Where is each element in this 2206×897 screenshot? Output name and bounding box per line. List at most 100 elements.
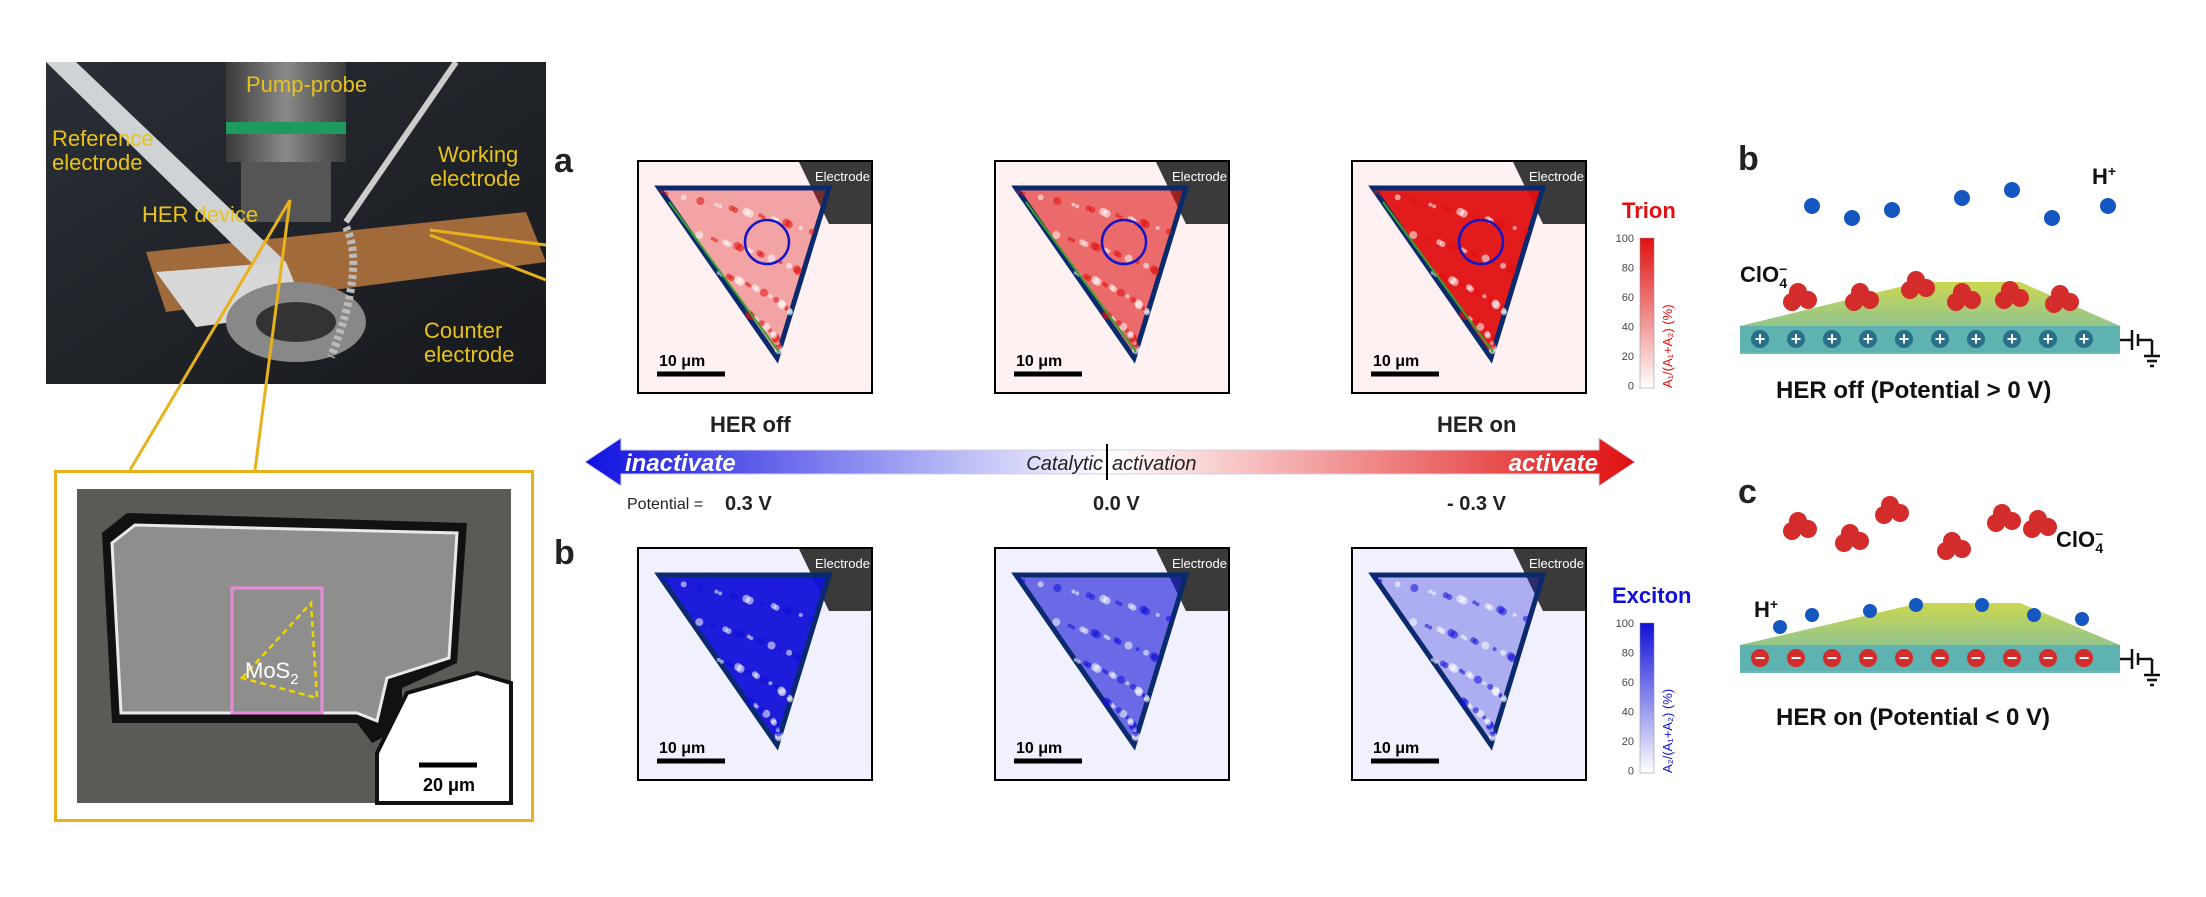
potential-2: - 0.3 V — [1447, 493, 1507, 515]
perchlorate-clusters — [1783, 271, 2079, 313]
colorbar-tick: 20 — [1622, 351, 1634, 363]
clo4-b: ClO — [1740, 262, 1779, 287]
charge-marker — [1823, 330, 1841, 348]
charge-marker — [1931, 330, 1949, 348]
electrode-label: Electrode — [1172, 169, 1227, 184]
svg-text:−: − — [1899, 648, 1910, 668]
charge-marker — [1895, 649, 1913, 667]
charge-marker — [2003, 330, 2021, 348]
svg-text:ClO−4: ClO− 4 — [1740, 261, 1787, 291]
charge-marker — [1859, 649, 1877, 667]
setup-photo: Pump-probe Reference electrode Working e… — [46, 62, 546, 384]
svg-text:MoS2: MoS2 — [245, 658, 299, 688]
activation-label: activation — [1112, 453, 1197, 475]
schematic-c-caption: HER on (Potential < 0 V) — [1776, 704, 2050, 731]
svg-text:−: − — [1863, 648, 1874, 668]
charge-marker — [1967, 330, 1985, 348]
colorbar-tick: 60 — [1622, 292, 1634, 304]
charge-marker — [2039, 330, 2057, 348]
proton-dots — [1804, 182, 2116, 226]
charge-marker — [1931, 649, 1949, 667]
colorbar-tick: 20 — [1622, 736, 1634, 748]
panel_a-map-0: Electrode 10 μm — [637, 160, 873, 394]
charge-marker — [1751, 649, 1769, 667]
potential-0: 0.3 V — [725, 493, 772, 515]
her-device-label: HER device — [142, 202, 258, 227]
map-scale-label: 10 μm — [659, 740, 705, 757]
electrode-label: Electrode — [1529, 169, 1584, 184]
svg-text:−: − — [1935, 648, 1946, 668]
charge-marker — [2039, 649, 2057, 667]
panel_b-map-0: Electrode 10 μm — [637, 547, 873, 781]
colorbar-tick: 40 — [1622, 322, 1634, 334]
charge-marker — [1787, 330, 1805, 348]
working-label-1: Working — [438, 142, 518, 167]
electrode-label: Electrode — [815, 556, 870, 571]
charge-marker — [1967, 649, 1985, 667]
catalytic-label: Catalytic — [1026, 453, 1103, 475]
panel_a-map-2: Electrode 10 μm — [1351, 160, 1587, 394]
svg-text:+: + — [2079, 329, 2090, 349]
trion-maps-row: Electrode 10 μm Electrode 10 μm Electrode 10 … — [637, 160, 1737, 394]
charge-marker — [2003, 649, 2021, 667]
pump-probe-label: Pump-probe — [246, 72, 367, 97]
map-scale-label: 10 μm — [1373, 740, 1419, 757]
svg-text:−: − — [2007, 648, 2018, 668]
schematic-her-on: c ClO− 4 H+ − − − − − − − − − − HER on (Potential … — [1720, 465, 2200, 755]
schematic-b-letter: b — [1738, 140, 1759, 178]
schematic-her-off: b H+ ClO− 4 + + + + + + + + + + HER off (Potential… — [1720, 130, 2200, 420]
charge-marker — [1787, 649, 1805, 667]
svg-text:−: − — [2079, 648, 2090, 668]
svg-text:+: + — [2043, 329, 2054, 349]
proton-dots-c — [1773, 598, 2089, 634]
svg-text:−: − — [2043, 648, 2054, 668]
panel-b-letter: b — [554, 534, 575, 572]
charge-marker — [2075, 649, 2093, 667]
reference-label-2: electrode — [52, 150, 143, 175]
svg-text:−: − — [1791, 648, 1802, 668]
svg-text:+: + — [1863, 329, 1874, 349]
colorbar-tick: 100 — [1616, 618, 1634, 630]
her-on-label: HER on — [1437, 412, 1516, 437]
charge-marker — [2075, 330, 2093, 348]
colorbar-tick: 40 — [1622, 707, 1634, 719]
trion-title: Trion — [1622, 200, 1676, 223]
map-scale-label: 10 μm — [1016, 740, 1062, 757]
svg-text:−: − — [1971, 648, 1982, 668]
exciton-colorbar: Exciton 100 80 60 40 20 0 A₂/(A₁+A₂) (%) — [1604, 585, 1694, 785]
svg-text:−: − — [1755, 648, 1766, 668]
panel_a-map-1: Electrode 10 μm — [994, 160, 1230, 394]
svg-text:+: + — [1971, 329, 1982, 349]
zoom-connector-lines — [128, 199, 547, 471]
trion-colorbar: Trion 100 80 60 40 20 0 A₁/(A₁+A₂) (%) — [1610, 200, 1690, 400]
exciton-maps-row: Electrode 10 μm Electrode 10 μm Electrode 10 … — [637, 547, 1737, 781]
micrograph-scale: 20 μm — [423, 775, 475, 795]
svg-text:H+: H+ — [1754, 596, 1778, 622]
inactivate-label: inactivate — [625, 450, 736, 477]
svg-text:+: + — [1791, 329, 1802, 349]
svg-text:+: + — [1935, 329, 1946, 349]
potential-label: Potential = — [627, 496, 703, 513]
device-micrograph: MoS2 20 μm — [54, 470, 534, 822]
exciton-axis-label: A₂/(A₁+A₂) (%) — [1660, 689, 1675, 773]
colorbar-tick: 0 — [1628, 766, 1634, 778]
panel_b-map-1: Electrode 10 μm — [994, 547, 1230, 781]
her-off-label: HER off — [710, 412, 791, 437]
colorbar-tick: 100 — [1616, 233, 1634, 245]
charge-marker — [1823, 649, 1841, 667]
mos2-subscript: 2 — [290, 671, 298, 688]
hplus-b: H — [2092, 164, 2108, 189]
exciton-title: Exciton — [1612, 585, 1691, 608]
map-scale-label: 10 μm — [1373, 353, 1419, 370]
schematic-b-caption: HER off (Potential > 0 V) — [1776, 377, 2051, 404]
charge-marker — [1859, 330, 1877, 348]
hplus-c: H — [1754, 597, 1770, 622]
activate-label: activate — [1509, 450, 1598, 477]
electrode-label: Electrode — [815, 169, 870, 184]
colorbar-tick: 80 — [1622, 648, 1634, 660]
svg-text:H+: H+ — [2092, 163, 2116, 189]
map-scale-label: 10 μm — [659, 353, 705, 370]
charge-marker — [1895, 330, 1913, 348]
counter-label-1: Counter — [424, 318, 502, 343]
electrode-label: Electrode — [1529, 556, 1584, 571]
